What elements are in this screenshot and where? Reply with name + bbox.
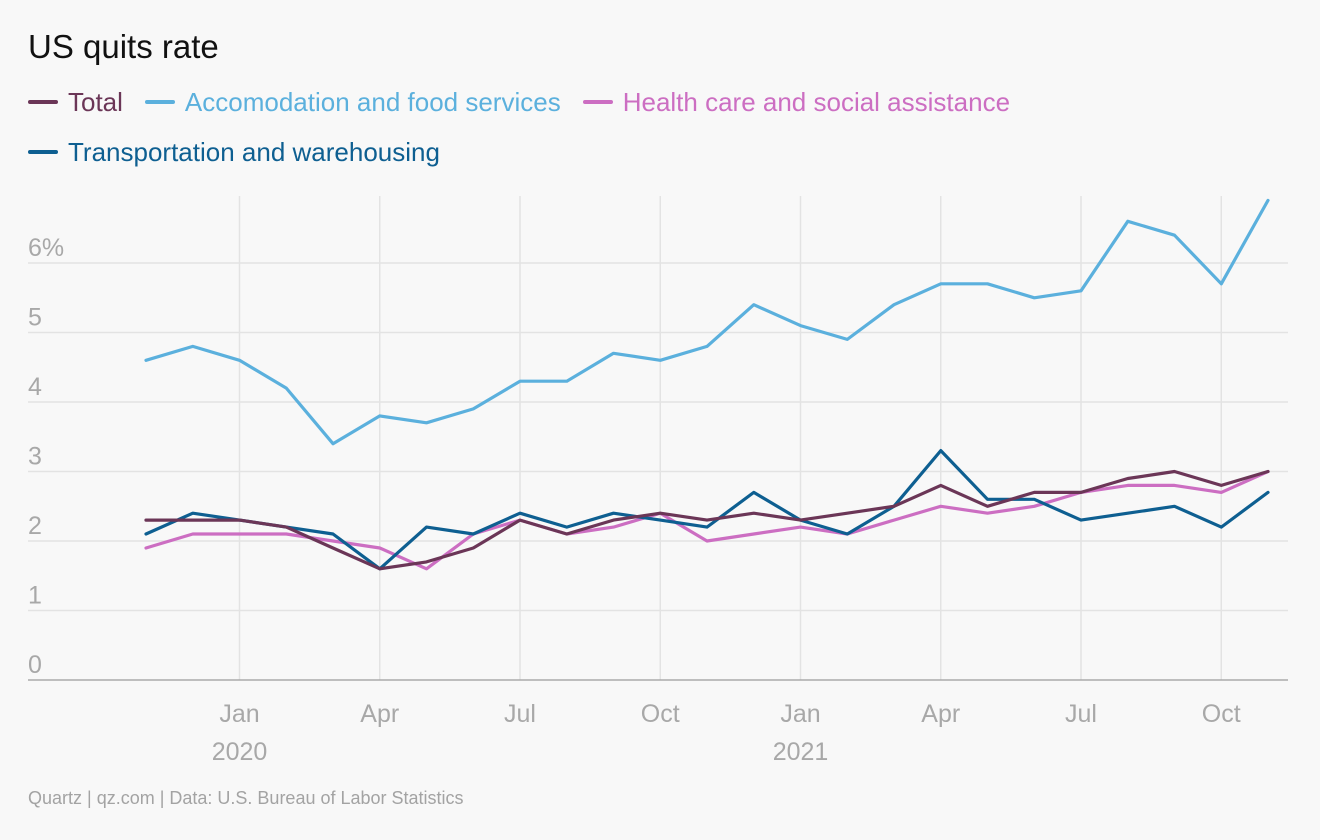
legend-label: Accomodation and food services	[184, 86, 561, 117]
legend-item-total: Total	[28, 84, 123, 120]
x-tick-labels: Jan 2020 Apr Jul Oct Jan 2021 Apr Jul Oct	[212, 700, 1241, 766]
y-tick-label: 2	[28, 512, 42, 540]
y-gridlines	[28, 262, 1288, 612]
legend: Total Accomodation and food services Healt…	[28, 84, 1288, 170]
legend-swatch	[582, 100, 613, 104]
legend-item-transportation-and-warehousing: Transportation and warehousing	[28, 134, 440, 170]
chart-title: US quits rate	[28, 28, 219, 65]
x-gridlines	[238, 196, 1222, 680]
series-line-total	[144, 469, 1270, 571]
x-tick-label: Oct	[1202, 700, 1241, 728]
y-tick-label: 5	[28, 304, 42, 332]
y-tick-label: 1	[28, 582, 42, 610]
x-tick-year-label: 2020	[212, 738, 268, 766]
x-tick-label: Jul	[504, 700, 536, 728]
x-tick-label: Jan	[219, 700, 259, 728]
series-lines	[144, 198, 1270, 571]
x-tick-label: Oct	[641, 700, 680, 728]
x-tick-label: Apr	[360, 700, 399, 728]
y-tick-label: 4	[28, 373, 42, 401]
series-line-transportation-and-warehousing	[144, 449, 1270, 571]
legend-swatch	[28, 150, 58, 154]
y-tick-label: 6%	[28, 234, 64, 262]
y-tick-labels: 0 1 2 3 4 5 6%	[28, 234, 64, 679]
x-tick-label: Jul	[1065, 700, 1097, 728]
legend-item-accomodation-and-food-services: Accomodation and food services	[144, 84, 561, 120]
y-tick-label: 3	[28, 443, 42, 471]
x-tick-year-label: 2021	[773, 738, 829, 766]
y-tick-label: 0	[28, 651, 42, 679]
source-note: Quartz | qz.com | Data: U.S. Bureau of L…	[28, 788, 464, 808]
legend-item-health-care-and-social-assistance: Health care and social assistance	[582, 84, 1011, 120]
legend-swatch	[144, 100, 175, 104]
legend-label: Transportation and warehousing	[68, 136, 440, 167]
x-tick-label: Jan	[780, 700, 820, 728]
legend-label: Health care and social assistance	[622, 86, 1011, 117]
legend-swatch	[28, 100, 58, 104]
legend-label: Total	[68, 86, 123, 117]
x-tick-label: Apr	[921, 700, 960, 728]
series-line-accomodation-and-food-services	[144, 198, 1270, 446]
